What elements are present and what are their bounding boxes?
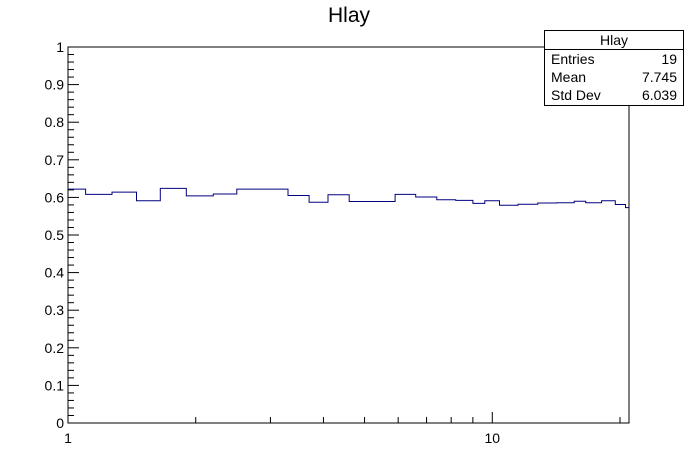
- stats-mean-label: Mean: [551, 69, 587, 85]
- y-tick-label: 0.6: [45, 189, 65, 205]
- x-axis: 1 10: [64, 412, 621, 446]
- y-tick-label: 0: [56, 415, 64, 431]
- y-tick-label: 0.8: [45, 114, 65, 130]
- y-tick-label: 0.2: [45, 340, 65, 356]
- y-tick-label: 0.5: [45, 227, 65, 243]
- stats-row-mean: Mean 7.745: [545, 68, 683, 86]
- y-tick-label: 0.4: [45, 265, 65, 281]
- y-tick-label: 0.7: [45, 152, 65, 168]
- y-tick-label: 0.3: [45, 302, 65, 318]
- stats-box-title: Hlay: [545, 31, 683, 50]
- stats-entries-label: Entries: [551, 51, 595, 67]
- stats-row-entries: Entries 19: [545, 50, 683, 68]
- stats-stddev-value: 6.039: [641, 87, 677, 103]
- stats-mean-value: 7.745: [641, 69, 677, 85]
- histogram-series-line: [68, 187, 629, 209]
- x-tick-label: 10: [484, 430, 500, 446]
- y-tick-label: 0.1: [45, 377, 65, 393]
- stats-entries-value: 19: [661, 51, 677, 67]
- y-tick-label: 1: [56, 39, 64, 55]
- x-tick-label: 1: [64, 430, 72, 446]
- stats-row-stddev: Std Dev 6.039: [545, 86, 683, 104]
- stats-box: Hlay Entries 19 Mean 7.745 Std Dev 6.039: [544, 30, 684, 106]
- y-tick-label: 0.9: [45, 77, 65, 93]
- chart-title: Hlay: [327, 4, 370, 27]
- stats-stddev-label: Std Dev: [551, 87, 601, 103]
- y-axis: 0 0.1 0.2 0.3 0.4 0.5 0.6 0.7 0.8 0.9 1: [45, 39, 79, 431]
